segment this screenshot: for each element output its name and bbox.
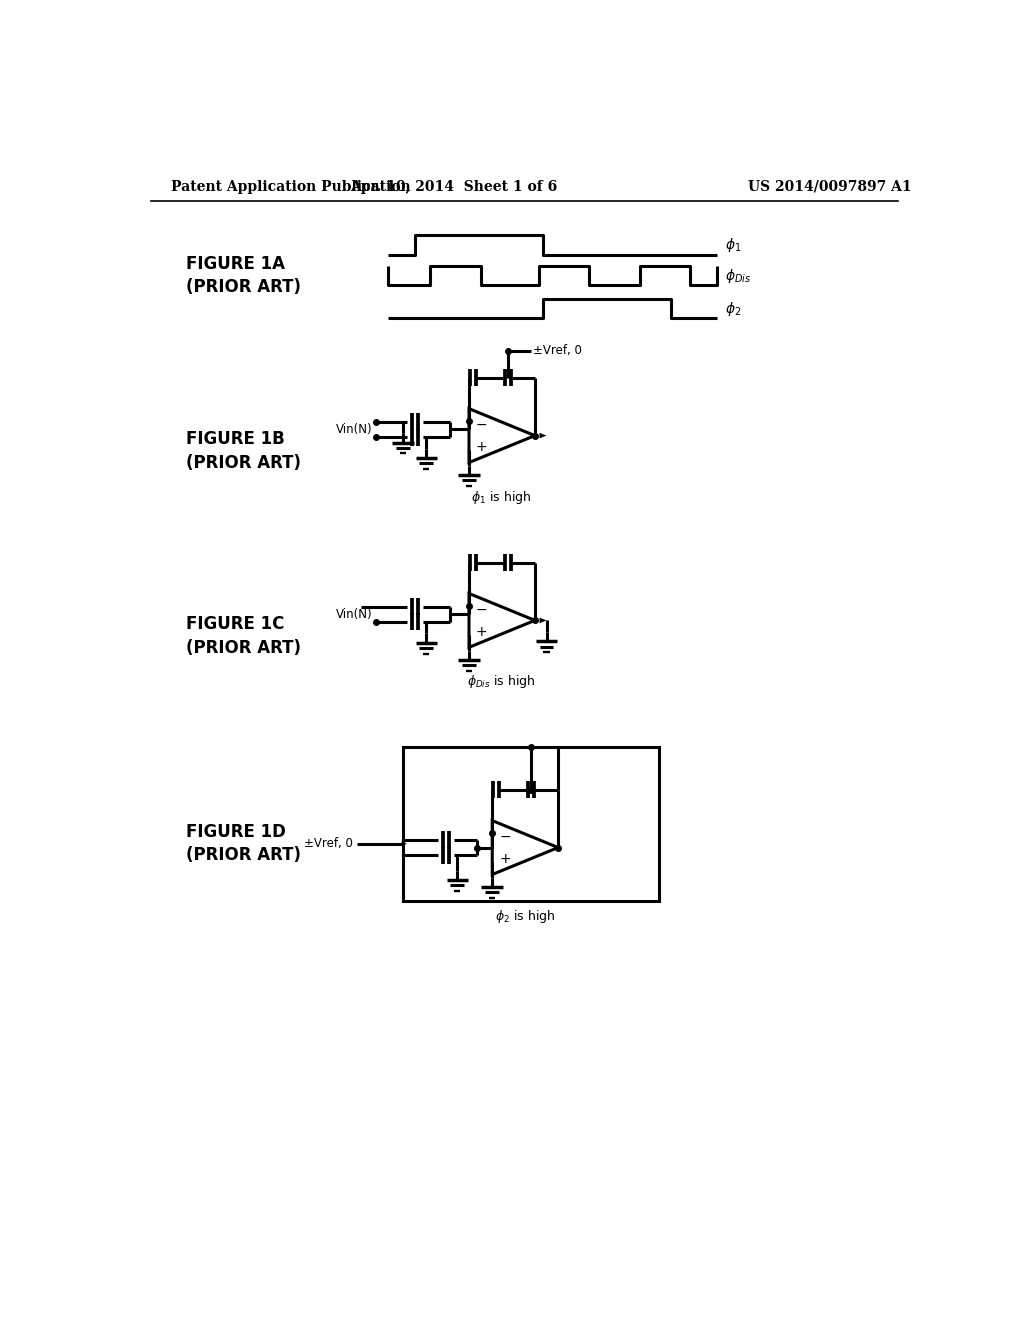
Text: FIGURE 1B
(PRIOR ART): FIGURE 1B (PRIOR ART) bbox=[186, 430, 301, 471]
Text: $\phi_2$ is high: $\phi_2$ is high bbox=[495, 908, 555, 925]
Text: $-$: $-$ bbox=[499, 829, 511, 843]
Text: $\phi_1$ is high: $\phi_1$ is high bbox=[471, 488, 531, 506]
Text: Patent Application Publication: Patent Application Publication bbox=[171, 180, 411, 194]
Text: $+$: $+$ bbox=[475, 624, 487, 639]
Text: $+$: $+$ bbox=[499, 851, 511, 866]
Text: $\phi_{Dis}$ is high: $\phi_{Dis}$ is high bbox=[467, 673, 536, 690]
Text: $\phi_{Dis}$: $\phi_{Dis}$ bbox=[725, 267, 751, 285]
Polygon shape bbox=[540, 618, 547, 623]
Polygon shape bbox=[540, 433, 547, 438]
Bar bbox=[403, 747, 658, 902]
Text: ±Vref, 0: ±Vref, 0 bbox=[534, 345, 583, 358]
Text: ±Vref, 0: ±Vref, 0 bbox=[304, 837, 352, 850]
Text: Apr. 10, 2014  Sheet 1 of 6: Apr. 10, 2014 Sheet 1 of 6 bbox=[350, 180, 557, 194]
Text: $\phi_2$: $\phi_2$ bbox=[725, 300, 741, 318]
Text: FIGURE 1A
(PRIOR ART): FIGURE 1A (PRIOR ART) bbox=[186, 255, 301, 296]
Text: Vin(N): Vin(N) bbox=[336, 422, 372, 436]
Text: $-$: $-$ bbox=[475, 602, 487, 616]
Text: $+$: $+$ bbox=[475, 440, 487, 454]
Text: $\phi_1$: $\phi_1$ bbox=[725, 236, 741, 255]
Text: $-$: $-$ bbox=[475, 417, 487, 432]
Text: FIGURE 1D
(PRIOR ART): FIGURE 1D (PRIOR ART) bbox=[186, 822, 301, 865]
Text: US 2014/0097897 A1: US 2014/0097897 A1 bbox=[748, 180, 911, 194]
Text: FIGURE 1C
(PRIOR ART): FIGURE 1C (PRIOR ART) bbox=[186, 615, 301, 656]
Text: Vin(N): Vin(N) bbox=[336, 607, 372, 620]
Polygon shape bbox=[401, 842, 407, 846]
